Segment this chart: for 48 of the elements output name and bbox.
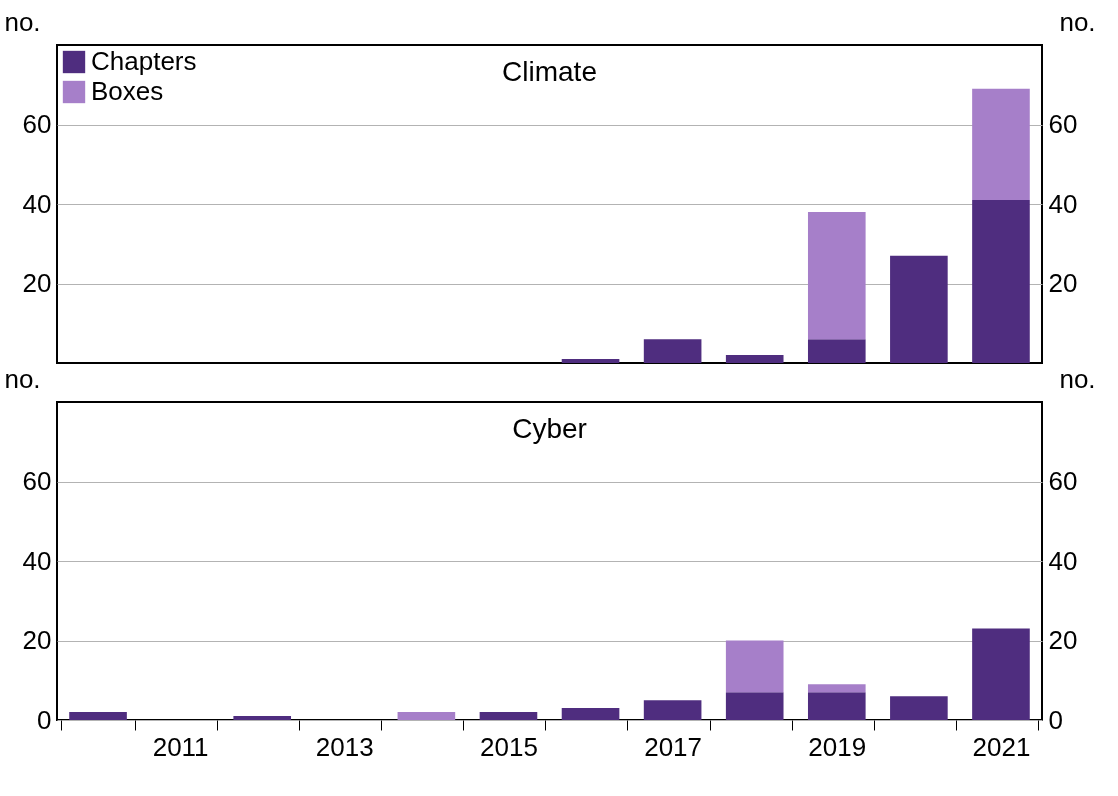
y-axis-title: no. — [4, 6, 41, 37]
chart-title: Cyber — [512, 413, 587, 444]
y2-tick-label: 40 — [1048, 545, 1078, 576]
bar — [725, 692, 784, 720]
bar — [807, 684, 866, 693]
bar — [643, 700, 702, 720]
bar — [561, 708, 620, 720]
x-tick-label: 2017 — [644, 731, 703, 762]
chart-title: Climate — [502, 56, 597, 87]
bar — [972, 88, 1030, 201]
bar — [890, 255, 948, 363]
bar — [807, 692, 866, 720]
y2-tick-label: 20 — [1048, 268, 1078, 298]
bar — [643, 339, 702, 363]
y2-tick-label: 20 — [1048, 625, 1078, 655]
bar — [397, 712, 456, 720]
x-tick-label: 2013 — [315, 731, 374, 762]
y-tick-label: 60 — [22, 109, 52, 139]
y2-tick-label: 40 — [1048, 188, 1078, 219]
y-tick-label: 20 — [22, 625, 52, 655]
x-tick-label: 2019 — [808, 731, 867, 762]
x-tick-label: 2011 — [152, 731, 209, 762]
x-tick-label: 2021 — [972, 731, 1031, 762]
y2-tick-label: 60 — [1048, 466, 1078, 496]
y-tick-label: 20 — [22, 268, 52, 298]
y-axis-title: no. — [4, 363, 41, 394]
bar — [561, 359, 620, 363]
bar — [890, 696, 948, 720]
legend-label: Boxes — [91, 76, 164, 106]
y2-axis-title: no. — [1059, 363, 1096, 394]
y2-tick-label: 0 — [1048, 704, 1063, 735]
bar — [972, 628, 1030, 720]
bar — [972, 200, 1030, 363]
y2-tick-label: 60 — [1048, 109, 1078, 139]
bar — [725, 640, 784, 693]
y2-axis-title: no. — [1059, 6, 1096, 37]
y-tick-label: 0 — [37, 704, 52, 735]
y-tick-label: 40 — [22, 188, 52, 219]
y-tick-label: 60 — [22, 466, 52, 496]
x-tick-label: 2015 — [480, 731, 538, 762]
bar — [233, 716, 292, 720]
legend-label: Chapters — [91, 46, 197, 76]
bar — [807, 339, 866, 363]
bar — [479, 712, 538, 720]
bar — [69, 712, 127, 720]
bar — [807, 211, 866, 340]
y-tick-label: 40 — [22, 545, 52, 576]
bar — [725, 355, 784, 363]
